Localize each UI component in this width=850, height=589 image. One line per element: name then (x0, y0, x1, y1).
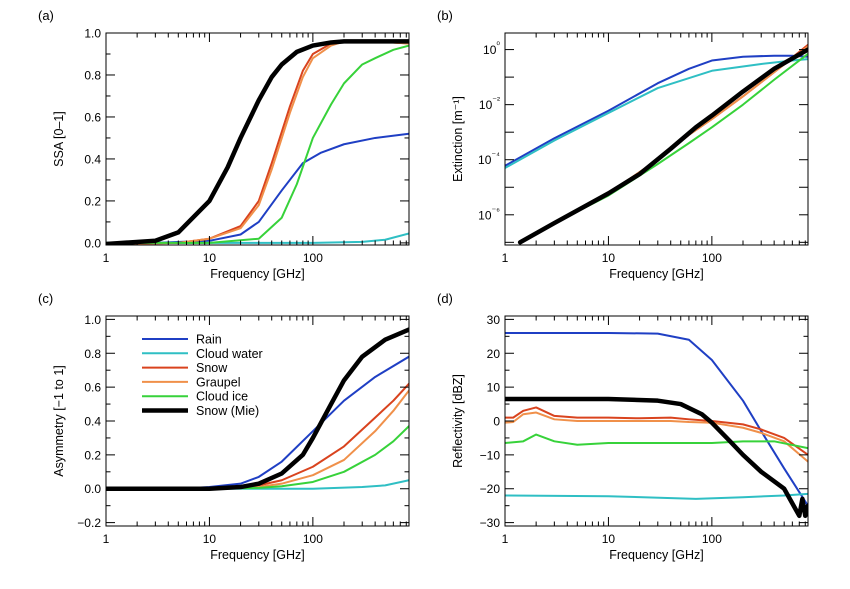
y-axis-title: Extinction [m⁻¹] (451, 96, 465, 182)
panel-label: (c) (38, 291, 53, 306)
chart-panel-1: 1 10 100 0.0 0.2 0.4 0.6 0.8 1.0 Frequency [GHz] S… (38, 8, 410, 281)
series-line-rain (106, 355, 409, 490)
y-axis-title: Asymmetry [−1 to 1] (52, 365, 66, 477)
plot-frame (504, 32, 809, 246)
series-line-snow (106, 382, 409, 490)
x-tick-label: 10 (203, 251, 217, 265)
series-line-graupel (106, 40, 409, 245)
y-tick-label: 0.2 (84, 448, 101, 462)
series-line-rain (505, 54, 808, 167)
x-axis-title: Frequency [GHz] (210, 548, 304, 562)
y-axis-title: SSA [0–1] (52, 111, 66, 167)
y-tick-label: 0.0 (84, 236, 101, 250)
y-tick-label: 10⁻² (479, 95, 500, 112)
legend-label: Snow (196, 361, 228, 375)
x-tick-label: 10 (203, 532, 217, 546)
series-line-snow (106, 40, 409, 245)
legend-label: Snow (Mie) (196, 404, 259, 418)
x-tick-label: 100 (303, 532, 323, 546)
y-tick-label: 0.2 (84, 194, 101, 208)
series-line-cloud-ice (519, 52, 808, 244)
series-line-snow (505, 406, 808, 456)
x-tick-label: 1 (103, 532, 110, 546)
chart-panel-4: 1 10 100 −30 −20 −10 0 10 20 30 Frequency [GHz] Ref… (437, 291, 809, 562)
series-line-rain (505, 331, 808, 507)
y-tick-label: 0.8 (84, 347, 101, 361)
plot-frame (105, 32, 410, 246)
x-tick-label: 100 (303, 251, 323, 265)
series-line-snow-mie (106, 39, 409, 245)
panel-label: (a) (38, 8, 54, 23)
x-axis-title: Frequency [GHz] (609, 548, 703, 562)
series-line-rain (106, 132, 409, 244)
series-line-cloud-ice (505, 433, 808, 450)
legend-label: Cloud ice (196, 390, 248, 404)
y-tick-label: 0.6 (84, 110, 101, 124)
y-tick-label: 0 (493, 415, 500, 429)
series-line-cloud-ice (106, 44, 409, 244)
y-tick-label: 20 (487, 347, 501, 361)
series-line-cloud-ice (106, 425, 409, 490)
panel-label: (b) (437, 8, 453, 23)
x-tick-label: 1 (502, 532, 509, 546)
chart-panel-2: 1 10 100 10⁻⁶ 10⁻⁴ 10⁻² 10⁰ Frequency [GHz] Exti… (437, 8, 809, 281)
x-tick-label: 1 (103, 251, 110, 265)
legend-label: Rain (196, 333, 222, 347)
y-tick-label: −10 (480, 448, 501, 462)
y-tick-label: 30 (487, 313, 501, 327)
y-axis-title: Reflectivity [dBZ] (451, 374, 465, 468)
y-tick-label: −0.2 (77, 516, 101, 530)
y-tick-label: 0.6 (84, 381, 101, 395)
x-tick-label: 1 (502, 251, 509, 265)
x-tick-label: 10 (602, 532, 616, 546)
y-tick-label: 10⁻⁶ (478, 205, 500, 222)
y-tick-label: 0.4 (84, 152, 101, 166)
chart-panel-3: 1 10 100 −0.2 0.0 0.2 0.4 0.6 0.8 1.0 Frequency [G… (38, 291, 410, 562)
y-tick-label: 1.0 (84, 313, 101, 327)
x-axis-title: Frequency [GHz] (609, 267, 703, 281)
x-tick-label: 100 (702, 532, 722, 546)
y-tick-label: −30 (480, 516, 501, 530)
x-axis-title: Frequency [GHz] (210, 267, 304, 281)
series-line-snow-mie (106, 327, 409, 491)
x-tick-label: 10 (602, 251, 616, 265)
x-tick-label: 100 (702, 251, 722, 265)
panel-label: (d) (437, 291, 453, 306)
y-tick-label: 10⁰ (483, 40, 500, 57)
y-tick-label: 0.4 (84, 415, 101, 429)
legend-label: Graupel (196, 375, 240, 389)
series-line-graupel (505, 411, 808, 463)
y-tick-label: 1.0 (84, 27, 101, 41)
y-tick-label: 10 (487, 381, 501, 395)
series-line-snow-mie (505, 396, 808, 519)
y-tick-label: −20 (480, 482, 501, 496)
series-line-snow-mie (517, 47, 808, 245)
y-tick-label: 10⁻⁴ (478, 150, 500, 167)
y-tick-label: 0.0 (84, 482, 101, 496)
legend-label: Cloud water (196, 347, 263, 361)
series-line-cloud-water (505, 492, 808, 500)
y-tick-label: 0.8 (84, 68, 101, 82)
